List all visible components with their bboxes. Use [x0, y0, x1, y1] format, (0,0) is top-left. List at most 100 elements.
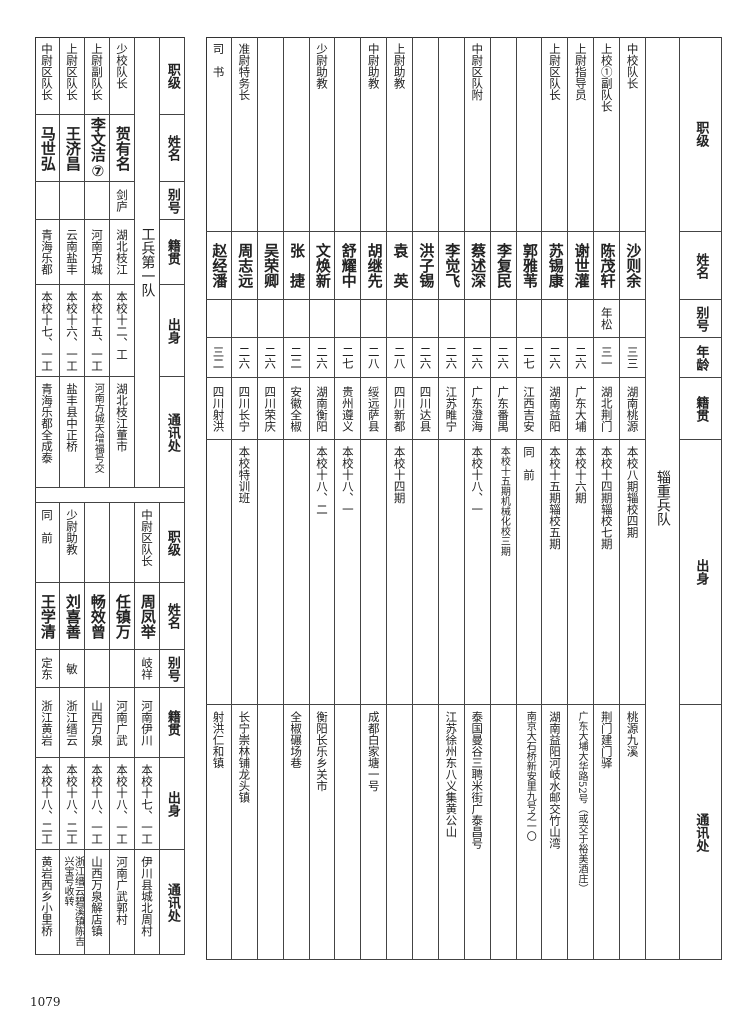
cell-education-text: 同 前 — [522, 446, 537, 481]
cell-rank-text — [110, 503, 134, 582]
cell-name: 刘喜善 — [60, 583, 85, 650]
cell-name: 王学清 — [35, 583, 60, 650]
cell-education: 本校十四期 — [387, 440, 414, 705]
cell-name-text: 任镇万 — [113, 593, 132, 639]
cell-address-text: 盐丰县中正桥 — [65, 383, 80, 452]
cell-name: 沙则余 — [620, 232, 646, 300]
cell-education-text — [206, 440, 231, 704]
cell-origin: 绥远萨县 — [361, 378, 388, 440]
cell-name-text: 郭雅苇 — [520, 243, 539, 288]
cell-education: 本校十四期辎校七期 — [594, 440, 621, 705]
section-title-text: 辎重兵队 — [654, 470, 671, 526]
column-header-top: 籍贯 — [160, 220, 185, 285]
cell-origin: 广东番禺 — [490, 378, 517, 440]
cell-address: 江苏徐州东八义集黄公山 — [438, 705, 465, 960]
cell-address: 湖北枝江董市 — [110, 377, 135, 488]
cell-rank-text: 少尉助教 — [314, 43, 329, 89]
cell-education — [438, 440, 465, 705]
cell-origin-text: 浙江缙云 — [65, 699, 80, 746]
cell-alias — [257, 300, 284, 338]
cell-address-text: 长宁崇林铺龙头镇 — [237, 711, 252, 803]
cell-name-text: 贺有名 — [113, 125, 132, 171]
cell-alias-text — [542, 300, 567, 337]
cell-alias — [283, 300, 310, 338]
cell-address: 浙江缙云碧溪镇陈吉兴宝号收转 — [60, 850, 85, 955]
cell-address-text: 江苏徐州东八义集黄公山 — [444, 711, 459, 838]
cell-name-text: 刘喜善 — [63, 593, 82, 639]
column-header-bottom-text: 职级 — [164, 529, 180, 556]
cell-name: 张 捷 — [283, 232, 310, 300]
cell-age: 二六 — [309, 338, 336, 378]
column-header-text: 通讯处 — [693, 812, 709, 852]
cell-age-text: 二六 — [573, 346, 588, 369]
cell-rank — [335, 37, 362, 232]
cell-alias — [335, 300, 362, 338]
cell-address — [490, 705, 517, 960]
cell-address: 河南广武郭村 — [110, 850, 135, 955]
cell-alias-text — [387, 300, 412, 337]
cell-origin-text: 青海乐都 — [40, 229, 55, 275]
cell-alias — [490, 300, 517, 338]
cell-age: 二六 — [413, 338, 439, 378]
cell-age-text: 二六 — [418, 346, 433, 369]
cell-alias — [387, 300, 414, 338]
cell-education-text — [361, 440, 386, 704]
cell-origin-text: 四川新都 — [392, 385, 407, 432]
cell-name: 苏锡康 — [542, 232, 569, 300]
column-header-top: 出身 — [160, 285, 185, 377]
cell-origin: 湖南衡阳 — [309, 378, 336, 440]
cell-name: 洪子锡 — [413, 232, 439, 300]
cell-origin-text: 湖南益阳 — [547, 385, 562, 432]
cell-education-text: 本校特训班 — [237, 446, 252, 504]
cell-name: 赵经潘 — [206, 232, 232, 300]
cell-address — [335, 705, 362, 960]
cell-age-text: 二六 — [496, 346, 511, 369]
cell-rank — [413, 37, 439, 232]
cell-rank: 少校队长 — [110, 37, 135, 115]
cell-education-text: 本校十八、一工 — [90, 764, 105, 845]
cell-alias — [542, 300, 569, 338]
cell-age: 二二 — [283, 338, 310, 378]
cell-education-text: 本校十五、一工 — [90, 291, 105, 372]
blank-separator-row — [35, 488, 185, 503]
cell-alias — [438, 300, 465, 338]
cell-rank: 中尉区队附 — [464, 37, 491, 232]
cell-alias: 敏 — [60, 650, 85, 688]
cell-age: 二六 — [438, 338, 465, 378]
cell-name: 吴荣卿 — [257, 232, 284, 300]
column-header-text: 职级 — [693, 121, 709, 147]
cell-rank-text — [491, 37, 516, 231]
cell-alias — [516, 300, 543, 338]
cell-name-text: 吴荣卿 — [262, 243, 281, 288]
column-header: 籍贯 — [680, 378, 722, 440]
cell-age-text: 二二 — [289, 346, 304, 369]
cell-name-text: 舒耀中 — [339, 243, 358, 288]
column-header-text: 别号 — [693, 305, 709, 332]
column-header: 通讯处 — [680, 705, 722, 960]
cell-rank: 中校队长 — [620, 37, 646, 232]
cell-rank: 上尉助教 — [387, 37, 414, 232]
cell-education-text — [413, 440, 438, 704]
cell-education: 本校十六、一工 — [60, 285, 85, 377]
column-header-text: 年龄 — [693, 344, 709, 371]
cell-age-text: 二六 — [470, 346, 485, 369]
column-header-top: 姓名 — [160, 115, 185, 182]
cell-rank: 上尉区队长 — [542, 37, 569, 232]
cell-rank: 上尉区队长 — [60, 37, 85, 115]
cell-address-text — [413, 705, 438, 959]
cell-name: 胡继先 — [361, 232, 388, 300]
cell-alias-text — [361, 300, 386, 337]
cell-origin-text: 广东大埔 — [573, 385, 588, 432]
cell-origin: 广东澄海 — [464, 378, 491, 440]
cell-origin: 河南方城 — [85, 220, 110, 285]
cell-age-text: 二六 — [263, 346, 278, 369]
cell-education: 本校十七、一工 — [135, 758, 160, 850]
cell-address: 桃源九溪 — [620, 705, 646, 960]
column-header-bottom: 姓名 — [160, 583, 185, 650]
cell-origin: 江西吉安 — [516, 378, 543, 440]
cell-education-text: 本校十七、一工 — [40, 291, 55, 372]
cell-address-text: 衡阳长乐乡关市 — [314, 711, 329, 792]
cell-education — [283, 440, 310, 705]
column-header-top-text: 姓名 — [164, 135, 180, 161]
column-header-bottom-text: 姓名 — [164, 603, 180, 629]
